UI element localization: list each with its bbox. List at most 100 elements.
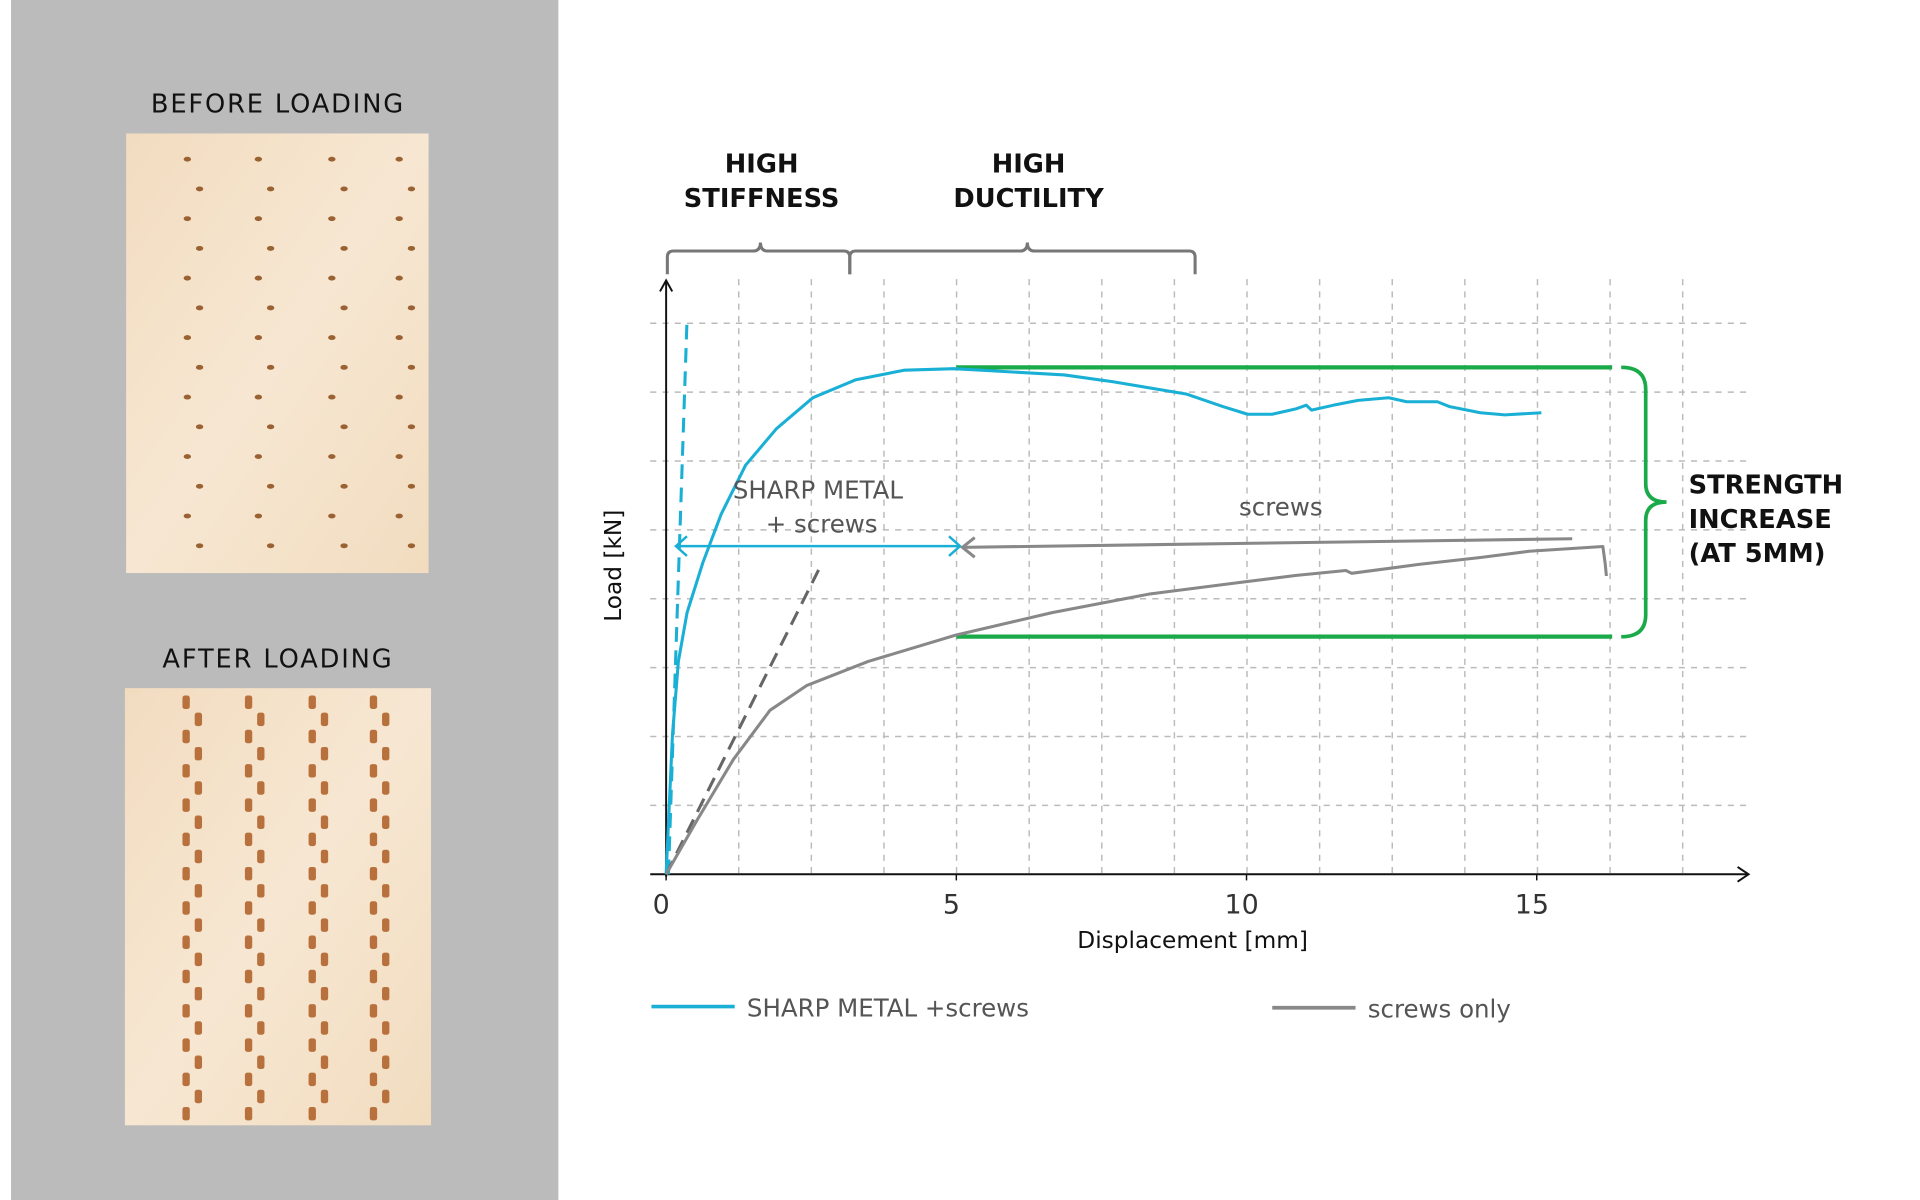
- screw-hole: [183, 216, 192, 222]
- screw-slot: [369, 935, 378, 949]
- screw-slot: [382, 884, 390, 898]
- x-axis-arrow: [1737, 866, 1751, 883]
- screw-hole: [195, 543, 204, 549]
- series-screws-only: [664, 544, 1608, 876]
- screw-slot: [257, 1055, 265, 1069]
- screw-hole: [254, 275, 263, 281]
- screw-hole: [395, 394, 403, 400]
- screw-slot: [182, 901, 190, 915]
- screw-hole: [266, 364, 275, 370]
- screw-slot: [308, 832, 316, 847]
- screw-slot: [194, 1089, 203, 1104]
- screw-hole: [328, 454, 336, 460]
- screw-slot: [244, 798, 253, 812]
- y-axis-arrow: [659, 278, 674, 292]
- screw-hole: [183, 156, 192, 162]
- screw-slot: [182, 832, 190, 847]
- screw-hole: [395, 275, 403, 281]
- screw-slot: [244, 866, 253, 881]
- before-loading-photo: [126, 133, 429, 574]
- screw-slot: [257, 746, 265, 761]
- screw-slot: [244, 969, 253, 984]
- high-ductility-label-2: DUCTILITY: [953, 184, 1104, 214]
- screw-slot: [382, 712, 390, 727]
- screw-hole: [195, 424, 204, 430]
- screw-slot: [308, 695, 316, 709]
- screw-slot: [382, 1055, 390, 1069]
- screw-hole: [340, 424, 348, 430]
- high-stiffness-label-2: STIFFNESS: [684, 184, 840, 214]
- screw-hole: [395, 156, 403, 162]
- screw-slot: [182, 1004, 190, 1018]
- screw-hole: [195, 186, 204, 192]
- screw-slot: [369, 729, 378, 744]
- screw-slot: [194, 952, 203, 967]
- ductility-brace: [848, 242, 1197, 275]
- screw-slot: [382, 781, 390, 795]
- screw-slot: [308, 764, 316, 778]
- after-loading-photo: [124, 688, 432, 1126]
- screw-hole: [195, 364, 204, 370]
- screw-slot: [308, 1072, 316, 1087]
- screw-slot: [244, 729, 253, 744]
- screw-slot: [369, 1004, 378, 1018]
- screw-slot: [244, 1038, 253, 1052]
- screw-slot: [182, 695, 190, 709]
- screw-slot: [369, 1072, 378, 1087]
- screw-hole: [407, 364, 416, 370]
- screw-slot: [194, 712, 203, 727]
- screw-slot: [182, 1038, 190, 1052]
- screw-hole: [340, 245, 348, 251]
- screw-hole: [266, 483, 275, 489]
- screw-slot: [320, 1021, 329, 1035]
- screw-slot: [308, 901, 316, 915]
- screw-slot: [194, 1055, 203, 1069]
- screw-hole: [407, 424, 416, 430]
- screw-hole: [254, 335, 263, 341]
- screw-hole: [328, 216, 336, 222]
- screw-slot: [308, 935, 316, 949]
- screw-hole: [183, 275, 192, 281]
- x-axis-label: Displacement [mm]: [1077, 927, 1308, 954]
- screw-slot: [257, 1089, 265, 1104]
- screw-hole: [183, 454, 192, 460]
- screw-hole: [328, 335, 336, 341]
- screw-hole: [266, 424, 275, 430]
- screw-hole: [254, 216, 263, 222]
- screw-slot: [308, 1038, 316, 1052]
- screw-hole: [266, 305, 275, 311]
- screw-slot: [194, 986, 203, 1001]
- strength-increase-label-2: INCREASE: [1689, 505, 1832, 535]
- screw-hole: [407, 186, 416, 192]
- screw-slot: [320, 1055, 329, 1069]
- screw-slot: [244, 695, 253, 709]
- screw-hole: [395, 513, 403, 519]
- x-tick-label: 15: [1515, 889, 1549, 920]
- screw-hole: [340, 543, 348, 549]
- screw-hole: [266, 543, 275, 549]
- strength-increase-label-1: STRENGTH: [1689, 470, 1844, 500]
- screw-slot: [194, 815, 203, 829]
- screw-slot: [244, 1072, 253, 1087]
- screw-hole: [254, 454, 263, 460]
- stiffness-brace: [665, 242, 852, 275]
- screw-slot: [182, 729, 190, 744]
- series-sharp-metal: [664, 367, 1542, 875]
- screw-slot: [257, 849, 265, 864]
- screw-slot: [320, 884, 329, 898]
- screw-hole: [340, 305, 348, 311]
- screw-slot: [182, 866, 190, 881]
- x-tick-label: 0: [653, 889, 670, 920]
- screw-slot: [308, 969, 316, 984]
- screw-slot: [194, 746, 203, 761]
- screw-slot: [244, 901, 253, 915]
- screw-hole: [340, 483, 348, 489]
- screw-slot: [244, 1106, 253, 1121]
- screw-slot: [382, 746, 390, 761]
- screw-slot: [320, 849, 329, 864]
- screw-slot: [244, 935, 253, 949]
- screw-hole: [395, 335, 403, 341]
- screw-slot: [194, 918, 203, 932]
- sharp-metal-range-arrow: [674, 535, 962, 557]
- screw-hole: [340, 186, 348, 192]
